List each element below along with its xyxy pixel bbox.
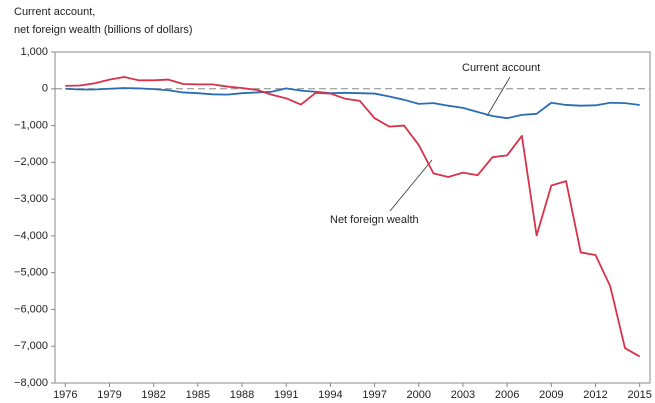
- x-tick-label: 2000: [407, 389, 431, 401]
- series-line: [65, 76, 641, 358]
- series-annotation: Net foreign wealth: [330, 214, 419, 226]
- x-tick-label: 2003: [451, 389, 475, 401]
- x-tick-label: 2015: [627, 389, 651, 401]
- y-tick-label: −6,000: [14, 303, 48, 315]
- x-tick-label: 1991: [274, 389, 298, 401]
- y-tick-label: 0: [42, 83, 48, 95]
- leader-line: [389, 159, 433, 212]
- x-tick-label: 2009: [539, 389, 563, 401]
- x-tick-label: 1982: [141, 389, 165, 401]
- y-tick-label: −4,000: [14, 230, 48, 242]
- y-tick-label: −1,000: [14, 119, 48, 131]
- chart-title: Current account,: [14, 6, 95, 18]
- x-tick-label: 2006: [495, 389, 519, 401]
- plot-frame: [54, 51, 651, 384]
- leader-line: [486, 76, 511, 117]
- x-tick-label: 1976: [53, 389, 77, 401]
- y-tick-label: −2,000: [14, 156, 48, 168]
- series-annotation: Current account: [462, 62, 540, 74]
- x-tick-label: 1997: [362, 389, 386, 401]
- x-tick-label: 1988: [230, 389, 254, 401]
- x-tick-label: 1979: [97, 389, 121, 401]
- chart-title: net foreign wealth (billions of dollars): [14, 24, 193, 36]
- series-line: [65, 87, 640, 120]
- x-tick-label: 1994: [318, 389, 342, 401]
- y-tick-label: −7,000: [14, 340, 48, 352]
- y-tick-label: −5,000: [14, 267, 48, 279]
- x-tick-label: 1985: [186, 389, 210, 401]
- y-tick-label: −3,000: [14, 193, 48, 205]
- x-tick-label: 2012: [583, 389, 607, 401]
- y-tick-label: 1,000: [20, 46, 48, 58]
- y-tick-label: −8,000: [14, 377, 48, 389]
